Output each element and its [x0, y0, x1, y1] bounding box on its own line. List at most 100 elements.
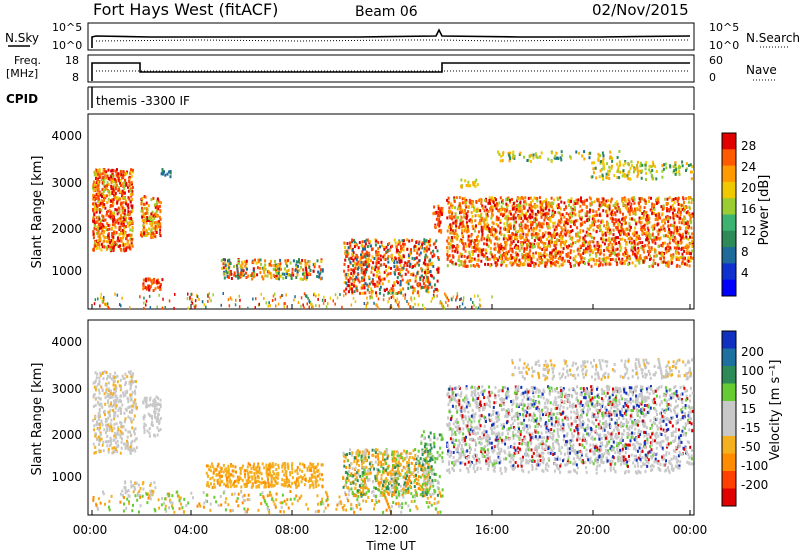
velocity-cell-222: [102, 441, 104, 444]
power-speckle-128: [143, 297, 145, 300]
power-cell-4053: [561, 150, 563, 153]
power-cell-1695: [357, 268, 359, 271]
power-cell-2954: [531, 233, 533, 236]
power-cell-4099: [523, 156, 525, 159]
power-cell-2947: [558, 220, 560, 223]
power-cell-3727: [527, 258, 529, 261]
power-cell-3058: [487, 210, 489, 213]
power-cell-3789: [638, 237, 640, 240]
power-cell-1815: [662, 224, 664, 227]
power-cell-2868: [617, 207, 619, 210]
power-cell-3555: [489, 202, 491, 205]
power-speckle-180: [445, 301, 447, 304]
power-cell-387: [101, 243, 103, 246]
power-cell-810: [146, 288, 148, 291]
power-speckle-28: [403, 294, 405, 297]
power-cell-1348: [396, 265, 398, 268]
power-cell-2542: [449, 246, 451, 249]
power-cell-3869: [630, 203, 632, 206]
power-cell-3848: [643, 261, 645, 264]
power-speckle-256: [311, 304, 313, 307]
power-cell-3851: [692, 215, 694, 218]
power-cell-797: [168, 170, 170, 173]
power-cell-2979: [558, 206, 560, 209]
power-cell-891: [230, 273, 232, 276]
power-cell-620: [119, 198, 121, 201]
power-cell-2247: [672, 204, 674, 207]
power-cell-871: [233, 265, 235, 268]
power-cell-4005: [520, 261, 522, 264]
power-cell-427: [108, 215, 110, 218]
power-cell-2697: [579, 229, 581, 232]
power-cell-3852: [611, 238, 613, 241]
power-cell-4261: [691, 177, 693, 180]
power-cell-1625: [403, 255, 405, 258]
power-cell-3702: [529, 255, 531, 258]
power-speckle-51: [100, 296, 102, 299]
power-cell-2724: [449, 260, 451, 263]
power-cell-2389: [566, 212, 568, 215]
power-cell-498: [121, 240, 123, 243]
power-cell-1385: [369, 240, 371, 243]
power-cell-3623: [584, 262, 586, 265]
velocity-cell-291: [129, 393, 131, 396]
power-cell-2259: [460, 263, 462, 266]
power-cell-4206: [663, 163, 665, 166]
power-cell-560: [112, 247, 114, 250]
power-cell-210: [106, 201, 108, 204]
power-cell-984: [234, 271, 236, 274]
power-cell-3638: [546, 212, 548, 215]
power-cell-2303: [596, 259, 598, 262]
power-cell-1353: [394, 271, 396, 274]
power-speckle-109: [393, 296, 395, 299]
power-cell-4001: [531, 210, 533, 213]
power-cell-2771: [545, 231, 547, 234]
power-speckle-158: [367, 302, 369, 305]
power-speckle-122: [399, 301, 401, 304]
power-cell-1797: [580, 196, 582, 199]
power-cell-1554: [378, 252, 380, 255]
power-cell-1896: [472, 253, 474, 256]
power-cell-2670: [479, 219, 481, 222]
power-cell-2894: [529, 217, 531, 220]
power-cell-1631: [427, 270, 429, 273]
power-cell-3802: [641, 221, 643, 224]
velocity-cell-357: [96, 421, 98, 424]
power-cell-2541: [665, 234, 667, 237]
power-cell-1591: [425, 284, 427, 287]
noise-right-tick-top: 10^5: [709, 21, 739, 34]
power-cell-2362: [527, 220, 529, 223]
velocity-cell-148: [127, 400, 129, 403]
power-cell-4149: [690, 163, 692, 166]
power-speckle-26: [351, 304, 353, 307]
power-cell-1679: [427, 280, 429, 283]
power-cell-3540: [495, 237, 497, 240]
power-cell-781: [146, 202, 148, 205]
velocity-cell-319: [116, 422, 118, 425]
power-speckle-177: [121, 297, 123, 300]
power-cell-3644: [679, 217, 681, 220]
power-cell-3987: [499, 251, 501, 254]
power-cell-3480: [589, 224, 591, 227]
power-cell-1685: [380, 255, 382, 258]
power-cell-2973: [674, 214, 676, 217]
power-cell-3412: [656, 202, 658, 205]
power-cell-369: [108, 169, 110, 172]
power-cell-516: [129, 222, 131, 225]
power-cell-1598: [364, 248, 366, 251]
power-cell-2976: [496, 202, 498, 205]
power-cell-999: [257, 266, 259, 269]
velocity-cell-358: [99, 414, 101, 417]
power-cell-1518: [409, 263, 411, 266]
power-speckle-223: [314, 293, 316, 296]
power-cell-3022: [651, 246, 653, 249]
power-cell-3860: [684, 207, 686, 210]
cpid-program: themis -3300 IF: [96, 94, 190, 108]
power-data-layer: [92, 150, 694, 310]
power-cell-785: [141, 216, 143, 219]
power-cell-2994: [486, 239, 488, 242]
power-cell-1090: [298, 269, 300, 272]
power-cell-4218: [686, 162, 688, 165]
power-cell-778: [150, 212, 152, 215]
power-speckle-161: [343, 294, 345, 297]
